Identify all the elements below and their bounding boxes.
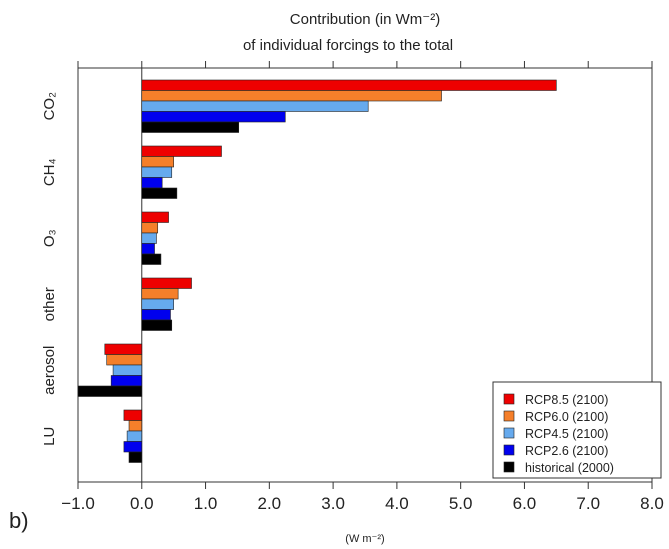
bar-aerosol-rcp6-0-2100 <box>106 354 143 366</box>
legend-swatch-rcp2-6-2100 <box>503 444 515 456</box>
legend-label-rcp4-5-2100: RCP4.5 (2100) <box>525 427 608 441</box>
x-tick-label: 4.0 <box>385 494 409 513</box>
x-tick-label: 5.0 <box>449 494 473 513</box>
bar-lu-rcp4-5-2100 <box>126 430 143 442</box>
legend: RCP8.5 (2100) RCP6.0 (2100) RCP4.5 (2100) R… <box>492 381 662 479</box>
bar-ch-rcp4-5-2100 <box>141 166 173 178</box>
x-tick-label: 2.0 <box>258 494 282 513</box>
bar-aerosol-rcp8-5-2100 <box>104 343 143 355</box>
legend-swatch-rcp6-0-2100 <box>503 410 515 422</box>
bar-other-rcp8-5-2100 <box>141 277 192 289</box>
chart-title-line1: Contribution (in Wm⁻²) <box>290 11 440 28</box>
bar-ch-historical-2000 <box>141 187 178 199</box>
bar-other-historical-2000 <box>141 319 173 331</box>
bar-lu-rcp6-0-2100 <box>128 420 143 432</box>
bar-co-rcp2-6-2100 <box>141 111 286 123</box>
category-label-co: CO₂ <box>41 92 58 121</box>
chart-title-line2: of individual forcings to the total <box>243 37 453 54</box>
category-label-lu: LU <box>41 427 58 446</box>
legend-label-rcp8-5-2100: RCP8.5 (2100) <box>525 393 608 407</box>
panel-label: b) <box>9 508 29 533</box>
bar-co-rcp6-0-2100 <box>141 90 442 102</box>
bar-ch-rcp2-6-2100 <box>141 177 163 189</box>
bar-o-rcp6-0-2100 <box>141 222 159 234</box>
bar-lu-rcp2-6-2100 <box>123 441 143 453</box>
x-tick-label: 0.0 <box>130 494 154 513</box>
legend-swatch-rcp4-5-2100 <box>503 427 515 439</box>
x-tick-label: 8.0 <box>640 494 664 513</box>
legend-label-rcp2-6-2100: RCP2.6 (2100) <box>525 444 608 458</box>
plot-frame <box>77 67 653 483</box>
bar-ch-rcp6-0-2100 <box>141 156 174 168</box>
category-label-o: O₃ <box>41 229 58 247</box>
bar-co-rcp4-5-2100 <box>141 100 369 112</box>
x-tick-label: 3.0 <box>321 494 345 513</box>
x-tick-label: 1.0 <box>194 494 218 513</box>
category-labels: CO₂ CH₄ O₃ other aerosol LU <box>41 92 58 446</box>
bar-lu-rcp8-5-2100 <box>123 409 143 421</box>
bar-ch-rcp8-5-2100 <box>141 145 222 157</box>
bar-co-rcp8-5-2100 <box>141 79 557 91</box>
legend-box <box>492 381 662 479</box>
bar-aerosol-rcp4-5-2100 <box>112 364 143 376</box>
bar-o-rcp2-6-2100 <box>141 243 155 255</box>
bar-aerosol-historical-2000 <box>77 385 143 397</box>
legend-swatch-historical-2000 <box>503 461 515 473</box>
x-tick-label: 7.0 <box>576 494 600 513</box>
bar-co-historical-2000 <box>141 121 240 133</box>
bar-o-historical-2000 <box>141 253 162 265</box>
x-axis-ticks: −1.0 0.0 1.0 2.0 3.0 4.0 5.0 6.0 7.0 8.0 <box>61 61 664 513</box>
legend-label-rcp6-0-2100: RCP6.0 (2100) <box>525 410 608 424</box>
bar-o-rcp4-5-2100 <box>141 232 157 244</box>
x-tick-label: −1.0 <box>61 494 95 513</box>
bar-other-rcp4-5-2100 <box>141 298 174 310</box>
bar-other-rcp2-6-2100 <box>141 309 171 321</box>
category-label-other: other <box>41 287 58 321</box>
category-label-aerosol: aerosol <box>41 346 58 395</box>
bar-other-rcp6-0-2100 <box>141 288 179 300</box>
legend-label-historical-2000: historical (2000) <box>525 461 614 475</box>
x-tick-label: 6.0 <box>513 494 537 513</box>
bar-o-rcp8-5-2100 <box>141 211 169 223</box>
category-label-ch: CH₄ <box>41 158 58 186</box>
bar-aerosol-rcp2-6-2100 <box>110 375 143 387</box>
bar-lu-historical-2000 <box>128 451 143 463</box>
legend-swatch-rcp8-5-2100 <box>503 393 515 405</box>
x-axis-unit-label: (W m⁻²) <box>345 533 384 545</box>
bars-group <box>77 79 557 463</box>
